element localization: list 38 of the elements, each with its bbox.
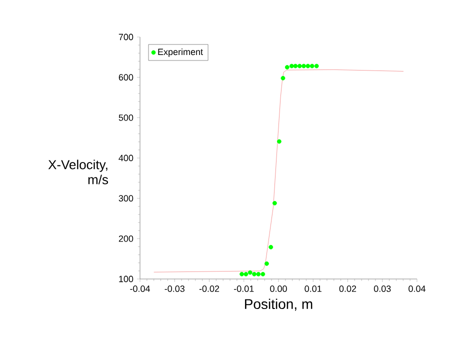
point [248,270,252,275]
x-tick-label: -0.03 [164,286,184,292]
point [289,64,294,68]
x-tick-label: -0.01 [234,286,254,292]
point [297,64,302,68]
x-axis-title: Position, m [245,298,312,311]
point [252,272,256,276]
point [310,64,314,68]
point [240,272,244,276]
y-tick-label: 400 [118,154,134,162]
point [293,64,298,68]
x-tick-label: 0.02 [339,286,356,292]
point [244,272,248,276]
point [264,261,269,266]
y-tick-label: 500 [118,114,134,121]
x-tick-label: -0.02 [199,286,220,292]
x-tick-label: -0.04 [130,286,150,292]
point [306,64,310,68]
point [256,272,261,276]
y-tick-label: 700 [118,34,134,40]
y-axis-title: X-Velocity, m/s [48,160,108,184]
point [302,64,306,68]
x-tick-label: 0.01 [304,286,322,292]
point [260,272,266,276]
y-tick-label: 600 [118,74,134,81]
y-tick-label: 200 [118,235,134,242]
point [268,244,274,250]
legend-label: Experiment [158,48,203,57]
y-tick-label: 300 [118,195,134,202]
x-tick-label: 0.00 [270,286,287,292]
point [314,64,319,68]
y-tick-label: 100 [119,276,134,282]
x-tick-label: 0.03 [374,286,391,292]
point [280,76,286,80]
point [272,200,277,206]
point [284,65,290,70]
x-tick-label: 0.04 [408,286,426,292]
point [276,139,282,144]
